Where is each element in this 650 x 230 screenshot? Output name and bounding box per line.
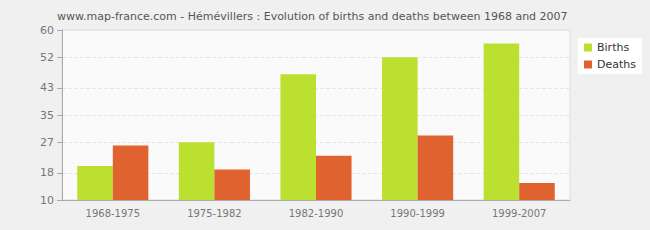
svg-text:1990-1999: 1990-1999 — [390, 208, 445, 219]
svg-text:52: 52 — [40, 51, 54, 64]
svg-text:43: 43 — [40, 81, 54, 94]
svg-text:Births: Births — [597, 41, 629, 54]
svg-text:35: 35 — [40, 109, 54, 122]
svg-text:Deaths: Deaths — [597, 58, 636, 71]
svg-text:1968-1975: 1968-1975 — [86, 208, 141, 219]
svg-text:18: 18 — [40, 166, 54, 179]
svg-text:10: 10 — [40, 194, 54, 207]
svg-text:1975-1982: 1975-1982 — [187, 208, 242, 219]
svg-text:27: 27 — [40, 136, 54, 149]
svg-text:1999-2007: 1999-2007 — [492, 208, 547, 219]
svg-text:1982-1990: 1982-1990 — [289, 208, 344, 219]
svg-text:www.map-france.com - Héméville: www.map-france.com - Hémévillers : Evolu… — [57, 10, 568, 23]
svg-text:60: 60 — [40, 24, 54, 37]
